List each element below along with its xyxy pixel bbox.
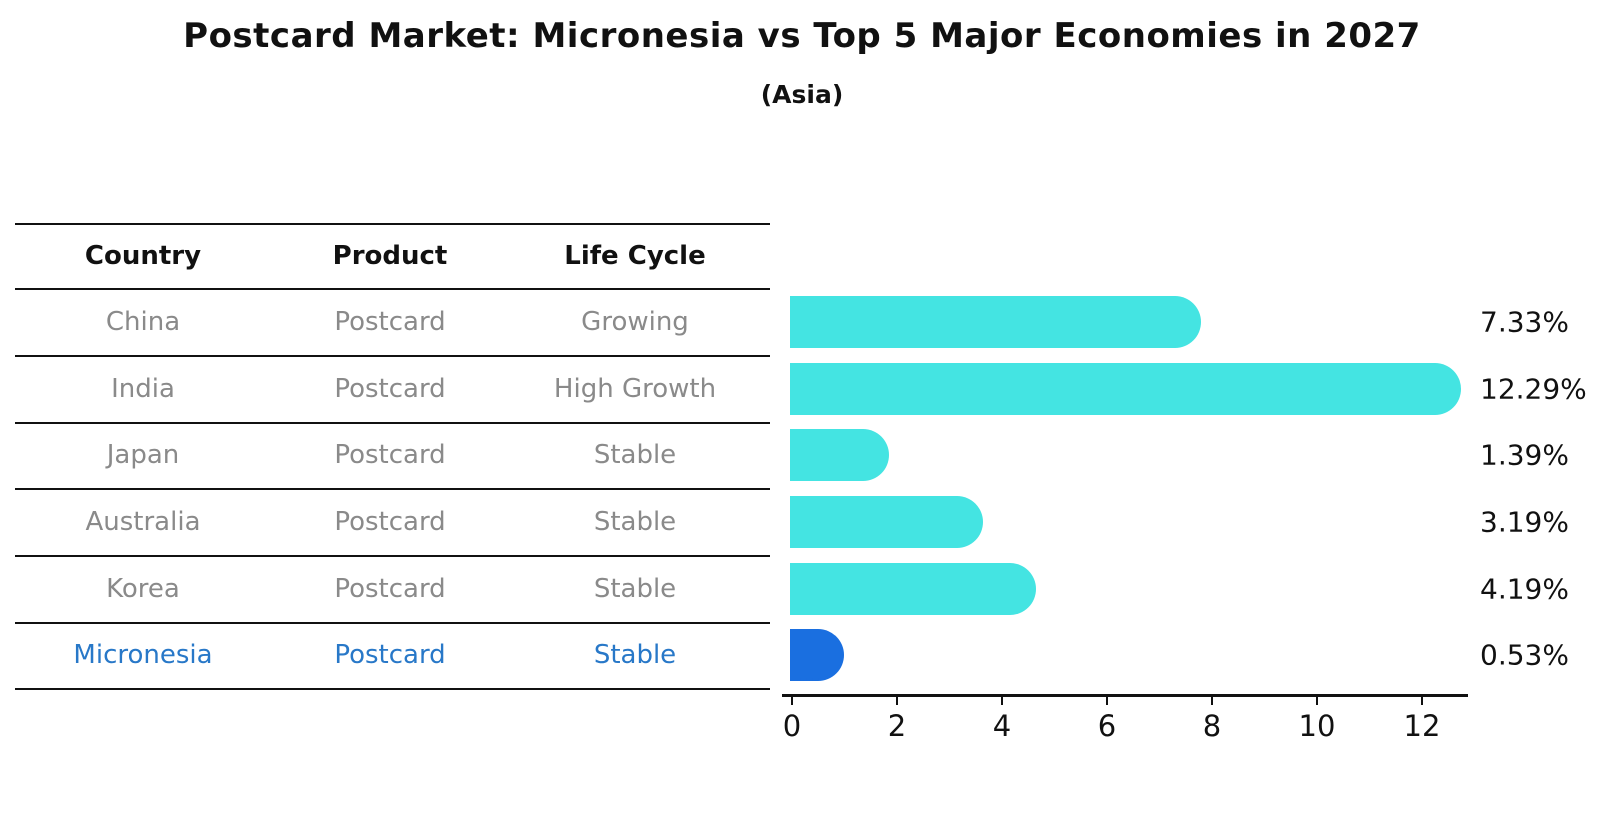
bar-japan: [790, 429, 889, 481]
table-cell-china-product: Postcard: [334, 306, 446, 337]
bar-korea: [790, 562, 1036, 615]
value-label-korea: 4.19%: [1480, 572, 1569, 605]
x-tick-label-10: 10: [1298, 709, 1336, 743]
table-cell-india-country: India: [111, 373, 175, 404]
table-row-divider: [15, 223, 770, 225]
table-row-divider: [15, 355, 770, 357]
x-tick-mark-2: [896, 696, 898, 705]
table-cell-india-life_cycle: High Growth: [553, 373, 717, 404]
x-tick-label-2: 2: [887, 709, 907, 743]
x-tick-label-4: 4: [992, 709, 1012, 743]
table-cell-china-country: China: [105, 306, 181, 337]
table-cell-korea-product: Postcard: [334, 573, 446, 604]
value-label-micronesia: 0.53%: [1480, 638, 1569, 672]
chart-title: Postcard Market: Micronesia vs Top 5 Maj…: [183, 16, 1421, 56]
bar-micronesia: [790, 629, 844, 681]
table-cell-micronesia-product: Postcard: [334, 640, 446, 670]
value-label-australia: 3.19%: [1480, 505, 1569, 538]
table-cell-japan-life_cycle: Stable: [593, 440, 677, 470]
table-header-product: Product: [332, 240, 448, 271]
table-header-country: Country: [84, 240, 202, 271]
table-cell-japan-country: Japan: [106, 440, 180, 470]
value-label-china: 7.33%: [1480, 305, 1569, 338]
x-tick-label-12: 12: [1403, 709, 1441, 743]
x-tick-mark-12: [1421, 696, 1423, 705]
table-cell-japan-product: Postcard: [334, 440, 446, 470]
table-cell-australia-product: Postcard: [334, 506, 446, 537]
x-tick-mark-4: [1001, 696, 1003, 705]
value-label-japan: 1.39%: [1480, 438, 1569, 472]
bar-india: [790, 362, 1462, 415]
bar-australia: [790, 495, 984, 548]
x-tick-label-8: 8: [1202, 709, 1222, 743]
table-row-divider: [15, 422, 770, 424]
table-cell-korea-country: Korea: [106, 573, 180, 604]
table-row-divider: [15, 622, 770, 624]
chart-subtitle: (Asia): [760, 80, 844, 109]
table-cell-australia-country: Australia: [85, 506, 201, 537]
table-cell-micronesia-country: Micronesia: [73, 640, 213, 670]
x-tick-mark-6: [1106, 696, 1108, 705]
table-row-divider: [15, 688, 770, 690]
x-tick-mark-10: [1316, 696, 1318, 705]
x-tick-mark-0: [791, 696, 793, 705]
table-cell-china-life_cycle: Growing: [581, 306, 689, 337]
table-row-divider: [15, 488, 770, 490]
x-axis-line: [782, 694, 1468, 697]
table-cell-korea-life_cycle: Stable: [593, 573, 677, 604]
x-tick-mark-8: [1211, 696, 1213, 705]
bar-china: [790, 295, 1201, 348]
value-label-india: 12.29%: [1480, 372, 1587, 405]
table-row-divider: [15, 555, 770, 557]
table-cell-australia-life_cycle: Stable: [593, 506, 677, 537]
table-cell-micronesia-life_cycle: Stable: [593, 640, 677, 670]
x-tick-label-0: 0: [782, 709, 802, 743]
table-row-divider: [15, 288, 770, 290]
table-header-life_cycle: Life Cycle: [564, 240, 706, 271]
x-tick-label-6: 6: [1097, 709, 1117, 743]
table-cell-india-product: Postcard: [334, 373, 446, 404]
